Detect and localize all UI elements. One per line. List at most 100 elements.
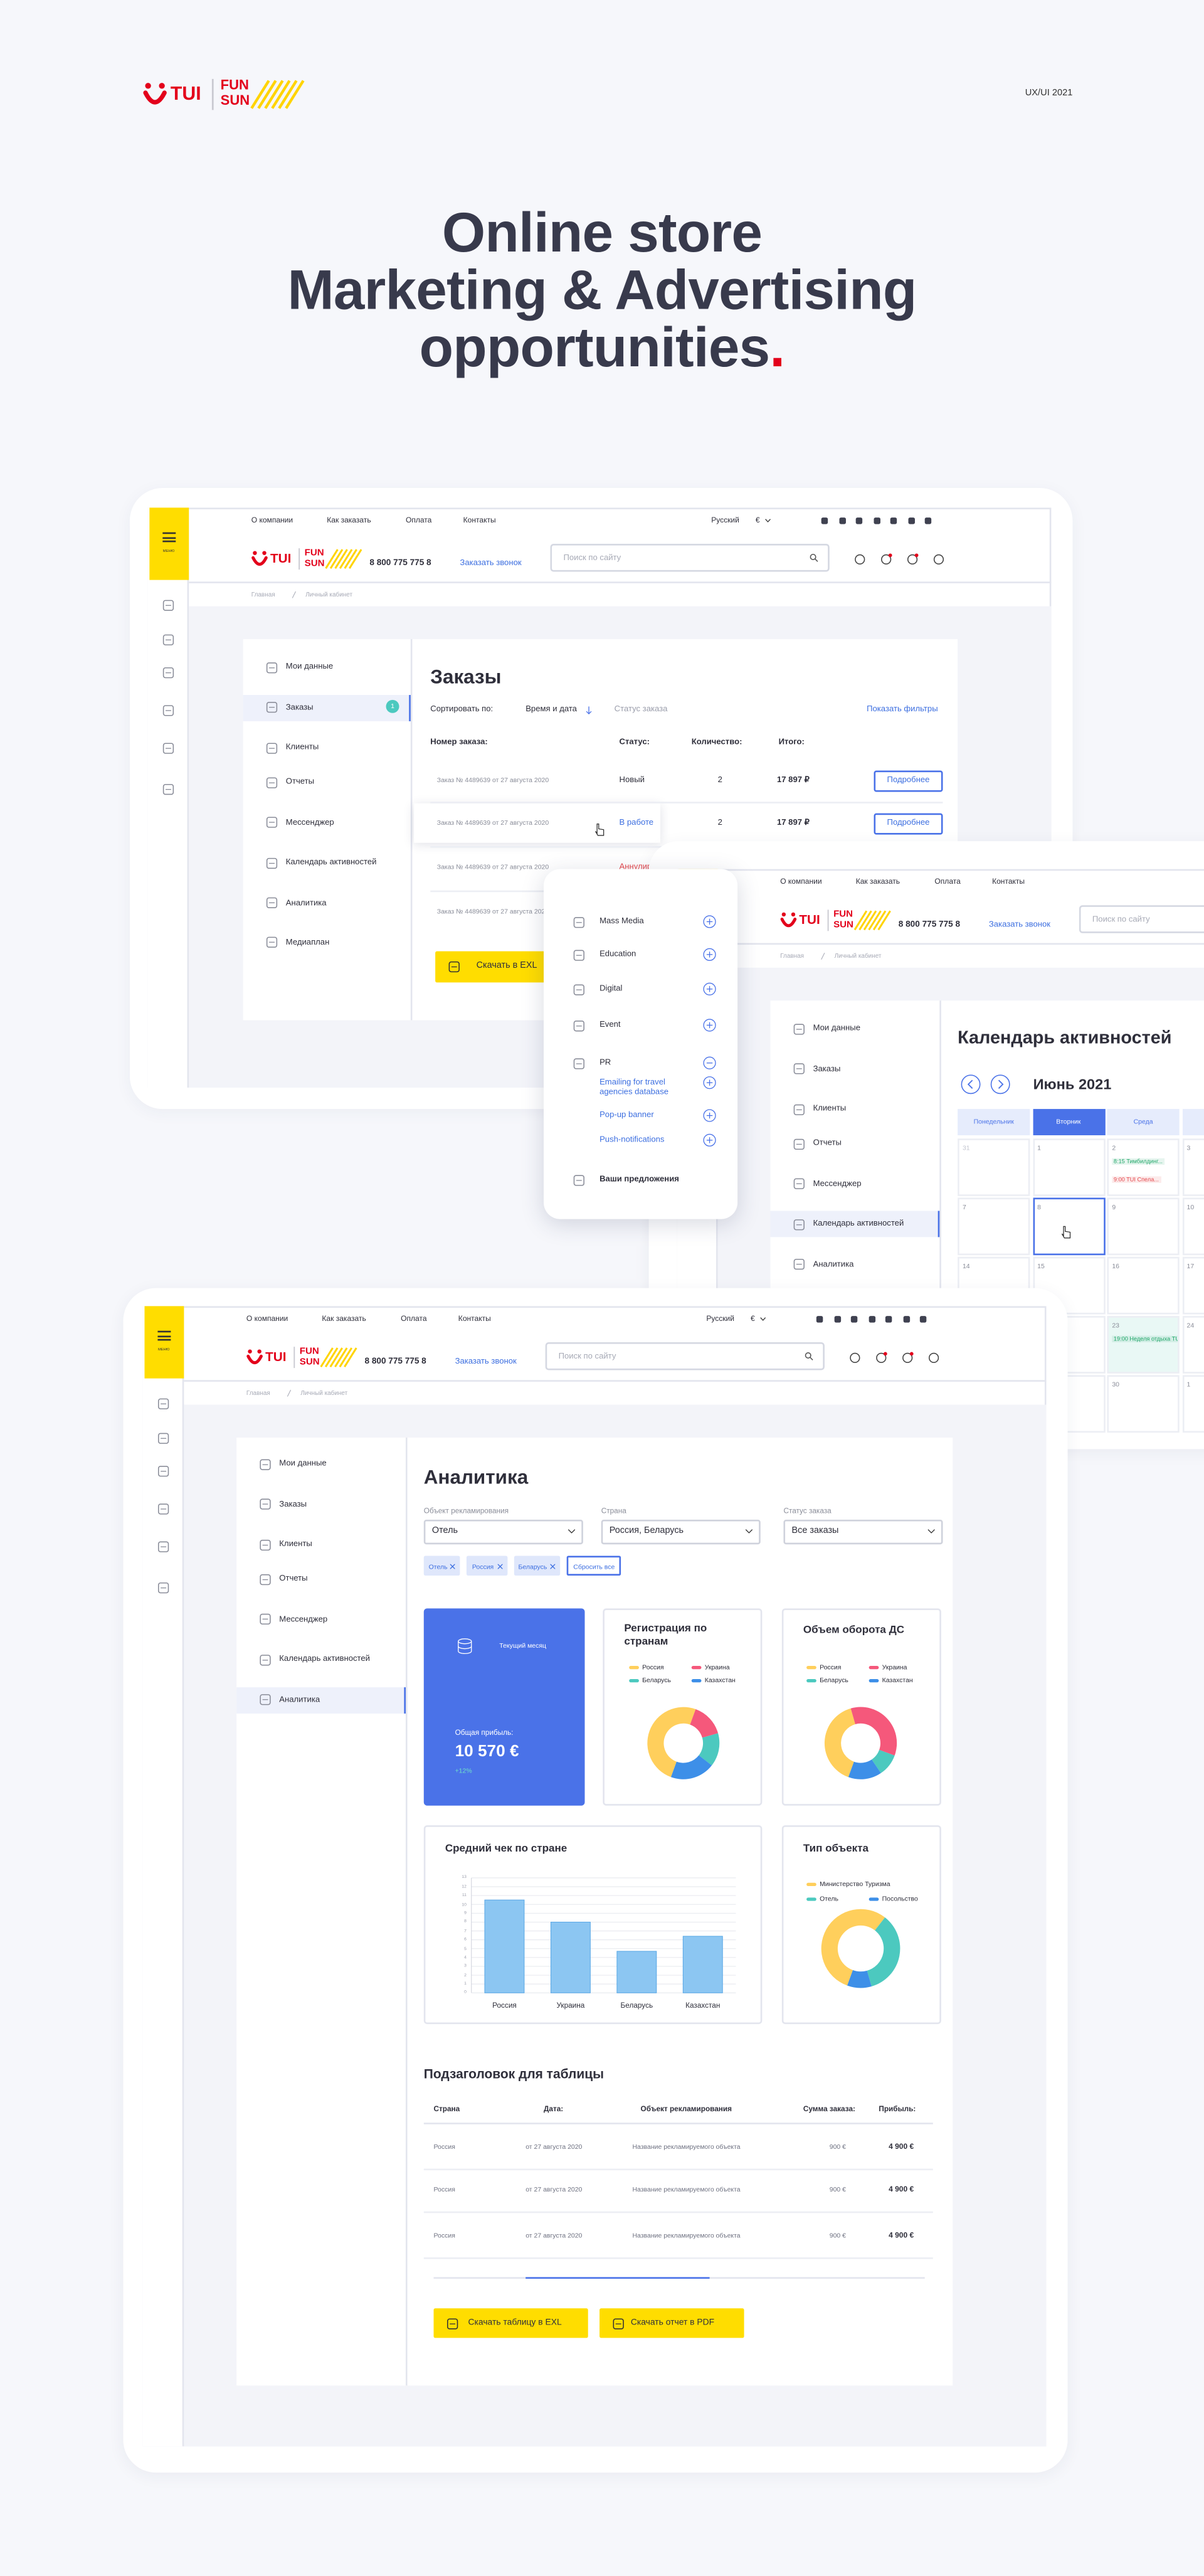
submenu-item[interactable]: Push-notifications xyxy=(599,1135,665,1145)
sidebar-item[interactable]: Аналитика xyxy=(813,1259,854,1269)
sidebar-item[interactable]: Мои данные xyxy=(285,662,334,672)
sort-value[interactable]: Время и дата xyxy=(525,704,577,715)
day-cell[interactable] xyxy=(1032,1138,1105,1196)
filter-chip[interactable]: Беларусь xyxy=(513,1556,561,1576)
show-filters[interactable]: Показать фильтры xyxy=(867,704,938,715)
filter-chip[interactable]: Россия xyxy=(467,1556,507,1576)
day-cell[interactable] xyxy=(1107,1256,1180,1315)
filter-select[interactable] xyxy=(783,1519,943,1545)
day-cell[interactable] xyxy=(1181,1375,1204,1433)
sidebar-item[interactable]: Мессенджер xyxy=(279,1614,328,1625)
day-cell[interactable] xyxy=(1107,1197,1180,1256)
profit-period[interactable]: Текущий месяц xyxy=(499,1640,547,1649)
chip-remove[interactable] xyxy=(550,1563,556,1569)
sidebar-item[interactable]: Заказы xyxy=(279,1499,307,1509)
menu-item[interactable]: Mass Media xyxy=(599,916,644,927)
menu-item[interactable]: PR xyxy=(599,1057,611,1068)
download-button[interactable] xyxy=(433,2308,588,2338)
submenu-item[interactable]: Pop-up banner xyxy=(599,1110,654,1121)
currency[interactable]: € xyxy=(755,516,760,525)
nav-link[interactable]: О компании xyxy=(246,1315,288,1323)
chip-remove[interactable] xyxy=(497,1563,502,1569)
social-icon[interactable] xyxy=(821,517,828,524)
day-cell[interactable] xyxy=(1107,1375,1180,1433)
breadcrumb[interactable]: Личный кабинет xyxy=(834,952,882,959)
filter-select[interactable] xyxy=(423,1519,583,1545)
nav-link[interactable]: Как заказать xyxy=(327,516,371,525)
sidebar-item[interactable]: Заказы xyxy=(285,702,314,713)
breadcrumb[interactable]: Главная xyxy=(246,1389,270,1396)
sidebar-item[interactable]: Заказы xyxy=(813,1064,841,1074)
menu-footer[interactable]: Ваши предложения xyxy=(599,1174,679,1185)
day-cell[interactable] xyxy=(1107,1138,1180,1196)
sidebar-item[interactable]: Мессенджер xyxy=(285,817,334,827)
menu-item[interactable]: Event xyxy=(599,1020,621,1031)
callback[interactable]: Заказать звонок xyxy=(455,1357,517,1367)
sidebar-item[interactable]: Календарь активностей xyxy=(813,1219,904,1229)
nav-link[interactable]: Как заказать xyxy=(322,1315,366,1323)
sidebar-item[interactable]: Мои данные xyxy=(279,1459,327,1469)
language[interactable]: Русский xyxy=(706,1315,734,1323)
sidebar-item[interactable]: Клиенты xyxy=(285,742,319,753)
search-box[interactable] xyxy=(550,544,830,572)
reset-filters[interactable]: Сбросить все xyxy=(566,1556,621,1576)
breadcrumb[interactable]: Личный кабинет xyxy=(300,1389,348,1396)
sidebar-item[interactable]: Аналитика xyxy=(279,1694,320,1705)
menu-item[interactable]: Digital xyxy=(599,984,623,994)
sidebar-item[interactable]: Отчеты xyxy=(279,1574,308,1584)
day-cell[interactable] xyxy=(958,1138,1030,1196)
sidebar-item[interactable]: Клиенты xyxy=(813,1104,847,1114)
day-cell[interactable] xyxy=(1181,1197,1204,1256)
callback[interactable]: Заказать звонок xyxy=(460,558,522,569)
menu-button[interactable] xyxy=(144,1306,184,1379)
social-icon[interactable] xyxy=(838,517,845,524)
social-icon[interactable] xyxy=(816,1316,823,1323)
menu-button[interactable] xyxy=(149,507,189,580)
sidebar-item[interactable]: Календарь активностей xyxy=(285,857,377,868)
day-cell[interactable] xyxy=(958,1197,1030,1256)
social-icon[interactable] xyxy=(873,517,880,524)
sidebar-item[interactable]: Отчеты xyxy=(813,1138,842,1148)
search-box[interactable] xyxy=(1079,905,1204,933)
day-cell[interactable] xyxy=(1107,1316,1180,1374)
social-icon[interactable] xyxy=(890,517,897,524)
sidebar-item[interactable]: Мои данные xyxy=(813,1023,860,1034)
sidebar-item[interactable]: Аналитика xyxy=(285,898,327,908)
sidebar-item[interactable]: Клиенты xyxy=(279,1539,312,1550)
filter-chip[interactable]: Отель xyxy=(423,1556,461,1576)
nav-link[interactable]: Оплата xyxy=(401,1315,427,1323)
details-button[interactable] xyxy=(874,770,943,792)
social-icon[interactable] xyxy=(919,1316,927,1323)
currency[interactable]: € xyxy=(751,1315,755,1323)
details-button[interactable] xyxy=(874,812,943,834)
social-icon[interactable] xyxy=(833,1316,840,1323)
social-icon[interactable] xyxy=(902,1316,909,1323)
day-cell[interactable] xyxy=(1181,1256,1204,1315)
filter-select[interactable] xyxy=(601,1519,761,1545)
social-icon[interactable] xyxy=(924,517,932,524)
breadcrumb[interactable]: Личный кабинет xyxy=(305,591,353,598)
social-icon[interactable] xyxy=(907,517,914,524)
day-cell[interactable] xyxy=(1181,1316,1204,1374)
social-icon[interactable] xyxy=(855,517,863,524)
nav-link[interactable]: Контакты xyxy=(458,1315,491,1323)
nav-link[interactable]: Как заказать xyxy=(855,877,900,886)
day-cell[interactable] xyxy=(1032,1197,1105,1256)
search-box[interactable] xyxy=(545,1342,825,1370)
status-filter[interactable]: Статус заказа xyxy=(614,704,668,715)
sidebar-item[interactable]: Медиаплан xyxy=(285,937,330,948)
nav-link[interactable]: О компании xyxy=(251,516,293,525)
breadcrumb[interactable]: Главная xyxy=(780,952,805,959)
breadcrumb[interactable]: Главная xyxy=(251,591,275,598)
sidebar-item[interactable]: Календарь активностей xyxy=(279,1654,371,1665)
chip-remove[interactable] xyxy=(450,1563,456,1569)
social-icon[interactable] xyxy=(885,1316,892,1323)
nav-link[interactable]: Контакты xyxy=(992,877,1025,886)
sidebar-item[interactable]: Отчеты xyxy=(285,777,315,787)
nav-link[interactable]: О компании xyxy=(780,877,822,886)
day-cell[interactable] xyxy=(1181,1138,1204,1196)
language[interactable]: Русский xyxy=(711,516,739,525)
callback[interactable]: Заказать звонок xyxy=(988,920,1051,930)
menu-item[interactable]: Education xyxy=(599,949,636,960)
nav-link[interactable]: Оплата xyxy=(934,877,961,886)
